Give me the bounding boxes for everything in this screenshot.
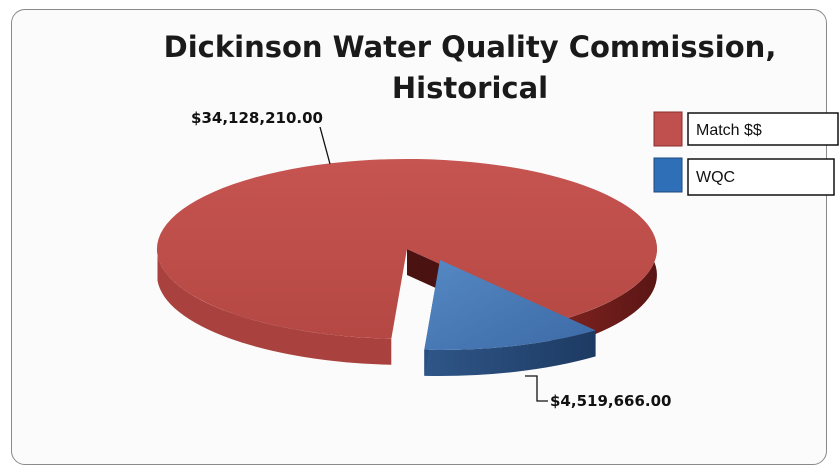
leader-line-match bbox=[319, 126, 331, 165]
legend-swatch-match bbox=[653, 111, 683, 147]
leader-line-wqc bbox=[525, 375, 548, 402]
slice-wqc-side bbox=[424, 330, 596, 376]
legend-label-wqc: WQC bbox=[696, 169, 735, 186]
slice-match-side bbox=[562, 202, 657, 346]
data-label-wqc: $4,519,666.00 bbox=[550, 392, 671, 410]
legend-box-wqc bbox=[687, 158, 835, 196]
chart-title-line-1: Dickinson Water Quality Commission, bbox=[164, 30, 777, 64]
legend-box-match bbox=[687, 112, 839, 146]
legend-label-match: Match $$ bbox=[696, 122, 762, 139]
data-label-match: $34,128,210.00 bbox=[191, 109, 323, 127]
slice-match-front bbox=[157, 254, 392, 365]
chart-title-line-2: Historical bbox=[392, 71, 548, 105]
legend-swatch-wqc bbox=[653, 157, 683, 193]
legend: Match $$ WQC bbox=[653, 111, 839, 196]
slice-wqc bbox=[424, 260, 596, 350]
slice-match bbox=[156, 158, 657, 339]
